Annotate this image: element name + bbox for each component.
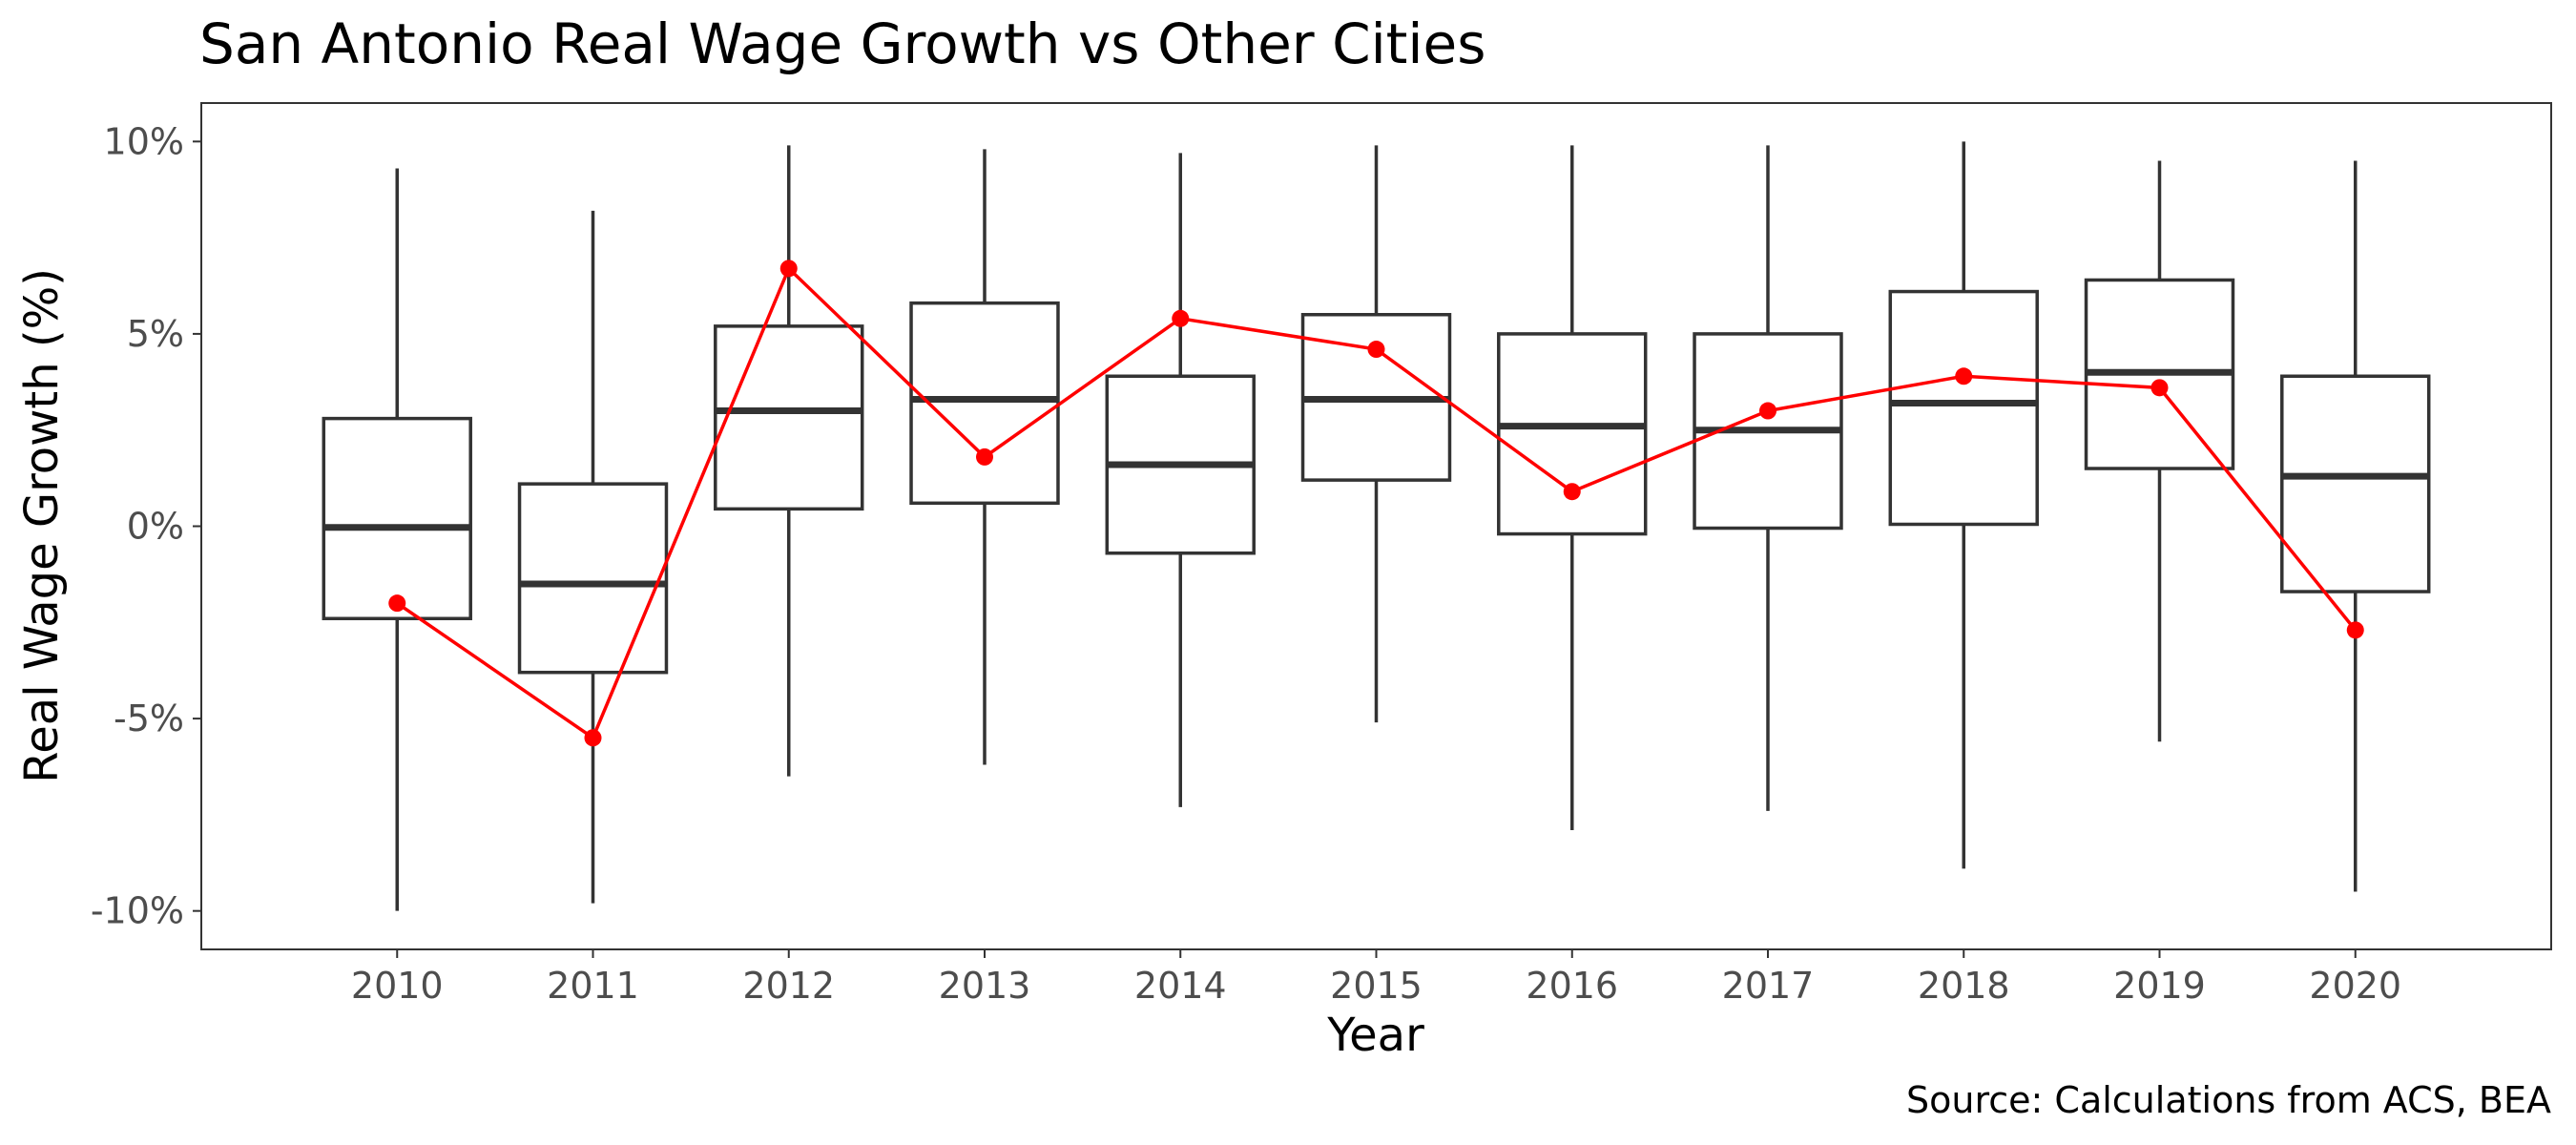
data-point-2010 <box>388 594 406 613</box>
x-tick-label: 2014 <box>1134 965 1227 1007</box>
box-body <box>1497 332 1648 536</box>
x-tick-label: 2020 <box>2309 965 2401 1007</box>
data-point-2016 <box>1563 483 1581 501</box>
x-tick-label: 2010 <box>351 965 444 1007</box>
san-antonio-series <box>388 260 2364 747</box>
x-tick-label: 2012 <box>742 965 835 1007</box>
chart-title: San Antonio Real Wage Growth vs Other Ci… <box>199 11 1485 76</box>
y-tick-label: 10% <box>104 120 184 162</box>
box-body <box>517 482 669 675</box>
y-axis-title: Real Wage Growth (%) <box>15 268 69 783</box>
box-body <box>2280 374 2431 593</box>
box-2016 <box>1497 145 1648 831</box>
box-body <box>1888 289 2039 527</box>
x-tick-label: 2017 <box>1722 965 1815 1007</box>
y-tick-label: -10% <box>91 890 184 932</box>
x-tick-label: 2011 <box>547 965 639 1007</box>
box-2019 <box>2084 160 2235 742</box>
x-tick-label: 2018 <box>1918 965 2010 1007</box>
chart-caption: Source: Calculations from ACS, BEA <box>1906 1079 2551 1121</box>
x-tick-label: 2015 <box>1330 965 1423 1007</box>
box-2013 <box>909 149 1060 765</box>
x-tick-label: 2013 <box>939 965 1031 1007</box>
x-tick-label: 2019 <box>2113 965 2206 1007</box>
data-point-2014 <box>1172 309 1190 327</box>
x-tick-label: 2016 <box>1526 965 1618 1007</box>
data-point-2012 <box>779 260 798 278</box>
y-tick-label: 5% <box>127 313 184 355</box>
y-tick-label: 0% <box>127 506 184 548</box>
data-point-2018 <box>1955 367 1973 385</box>
data-point-2013 <box>976 448 993 466</box>
box-2012 <box>714 145 864 777</box>
data-point-2011 <box>584 729 602 747</box>
data-point-2015 <box>1367 341 1385 359</box>
y-axis: -10% -5% 0% 5% 10% <box>91 120 201 932</box>
box-body <box>909 301 1060 506</box>
data-point-2020 <box>2346 621 2364 639</box>
y-tick-label: -5% <box>114 697 184 739</box>
box-2020 <box>2280 160 2431 892</box>
data-point-2019 <box>2150 379 2169 397</box>
x-axis: 2010 2011 2012 2013 2014 2015 2016 2017 2018 2019… <box>351 949 2401 1007</box>
box-2010 <box>322 168 472 911</box>
x-axis-title: Year <box>1326 1009 1424 1062</box>
box-body <box>714 324 864 511</box>
box-body <box>322 416 472 621</box>
data-point-2017 <box>1759 402 1776 420</box>
box-2011 <box>517 210 669 904</box>
box-2014 <box>1105 153 1256 807</box>
box-2018 <box>1888 141 2039 869</box>
